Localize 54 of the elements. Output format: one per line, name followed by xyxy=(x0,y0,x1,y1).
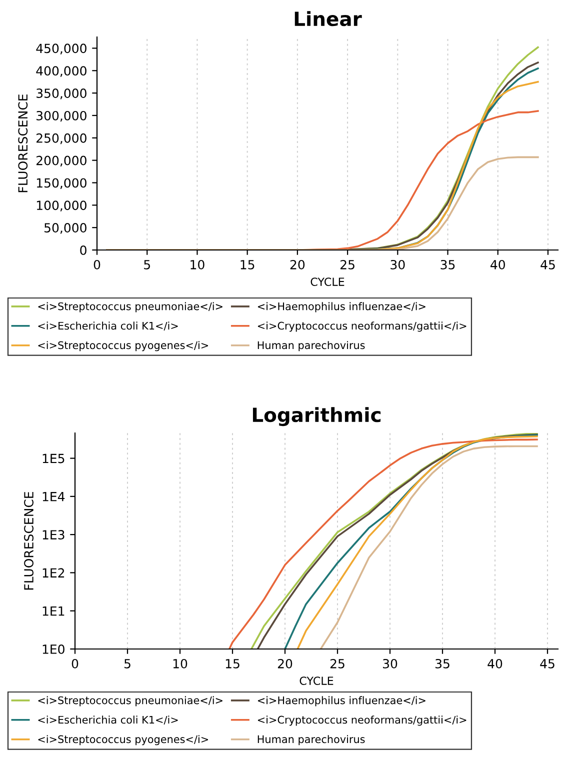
y-tick-label: 350,000 xyxy=(36,88,86,100)
legend-label: <i>Haemophilus influenzae</i> xyxy=(258,696,426,706)
y-tick-label: 1E1 xyxy=(42,606,64,616)
chart-title: Logarithmic xyxy=(252,407,381,426)
x-tick-label: 30 xyxy=(390,260,405,270)
x-tick-label: 10 xyxy=(190,260,204,270)
x-tick-label: 10 xyxy=(173,658,188,668)
legend-label: <i>Streptococcus pneumoniae</i> xyxy=(38,696,222,706)
y-tick-label: 0 xyxy=(80,245,86,255)
x-tick-label: 5 xyxy=(144,260,150,270)
legend-label: <i>Streptococcus pyogenes</i> xyxy=(38,735,208,746)
x-tick-label: 45 xyxy=(540,260,555,270)
x-tick-label: 35 xyxy=(440,260,455,270)
legend-label: <i>Cryptococcus neoformans/gattii</i> xyxy=(258,322,466,332)
y-tick-label: 50,000 xyxy=(44,223,86,234)
y-axis-title: FLUORESCENCE xyxy=(18,94,28,192)
x-tick-label: 15 xyxy=(226,659,240,668)
x-tick-label: 40 xyxy=(490,260,505,270)
y-axis-title: FLUORESCENCE xyxy=(24,492,34,590)
x-tick-label: 45 xyxy=(540,659,554,668)
y-tick-label: 200,000 xyxy=(36,156,86,167)
x-tick-label: 20 xyxy=(290,260,305,270)
x-tick-label: 0 xyxy=(72,658,78,668)
chart-title: Linear xyxy=(294,11,362,26)
x-axis-title: CYCLE xyxy=(310,278,344,286)
y-tick-label: 300,000 xyxy=(36,110,86,122)
y-tick-label: 100,000 xyxy=(36,200,86,212)
y-tick-label: 250,000 xyxy=(36,133,86,144)
legend-label: <i>Streptococcus pyogenes</i> xyxy=(38,341,208,352)
y-tick-label: 150,000 xyxy=(36,178,86,189)
x-axis-title: CYCLE xyxy=(300,676,334,685)
y-tick-label: 1E4 xyxy=(42,492,65,502)
y-tick-label: 1E5 xyxy=(42,454,64,464)
x-tick-label: 15 xyxy=(240,260,254,270)
x-tick-label: 30 xyxy=(383,658,398,668)
legend-label: <i>Haemophilus influenzae</i> xyxy=(258,302,426,312)
y-tick-label: 1E0 xyxy=(42,644,64,654)
y-tick-label: 450,000 xyxy=(36,44,86,54)
x-tick-label: 40 xyxy=(488,658,502,668)
x-tick-label: 25 xyxy=(340,260,354,270)
legend-label: Human parechovirus xyxy=(258,735,365,746)
legend-label: Human parechovirus xyxy=(258,341,365,352)
legend-label: <i>Cryptococcus neoformans/gattii</i> xyxy=(258,716,466,726)
legend-label: <i>Escherichia coli K1</i> xyxy=(38,322,178,331)
y-tick-label: 1E3 xyxy=(42,530,64,540)
legend-label: <i>Escherichia coli K1</i> xyxy=(38,716,178,725)
x-tick-label: 35 xyxy=(436,658,450,668)
x-tick-label: 20 xyxy=(278,658,292,668)
y-tick-label: 1E2 xyxy=(42,568,64,578)
legend-label: <i>Streptococcus pneumoniae</i> xyxy=(38,302,222,312)
x-tick-label: 25 xyxy=(330,658,344,668)
x-tick-label: 0 xyxy=(94,260,100,270)
x-tick-label: 5 xyxy=(124,659,130,668)
y-tick-label: 400,000 xyxy=(36,66,86,77)
